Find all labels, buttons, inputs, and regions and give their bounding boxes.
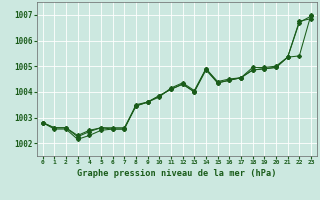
X-axis label: Graphe pression niveau de la mer (hPa): Graphe pression niveau de la mer (hPa) xyxy=(77,169,276,178)
